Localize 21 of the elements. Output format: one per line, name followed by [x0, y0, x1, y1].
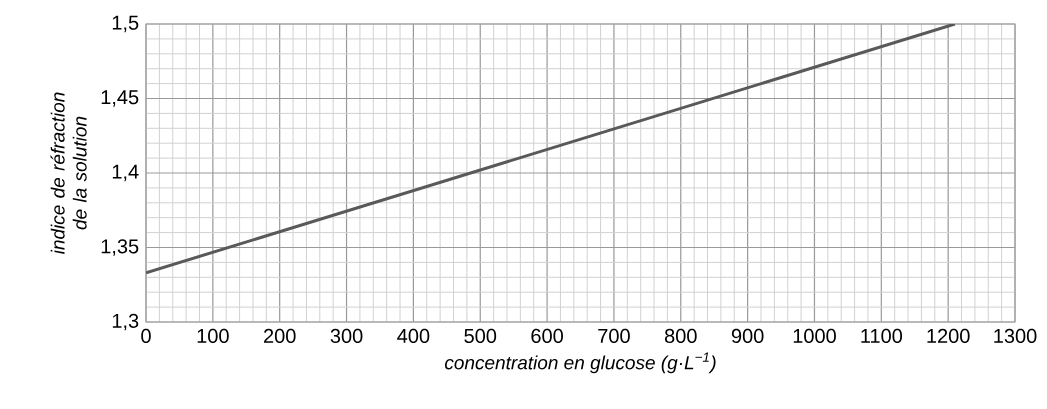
x-tick-label: 600 — [531, 328, 563, 344]
y-tick-label: 1,5 — [112, 15, 139, 33]
x-tick-label: 400 — [397, 328, 430, 344]
x-tick-label: 1200 — [927, 328, 970, 344]
x-tick-label: 0 — [141, 328, 151, 344]
y-tick-label: 1,45 — [101, 90, 139, 107]
x-tick-label: 1000 — [793, 328, 836, 344]
x-tick-label: 1300 — [994, 328, 1037, 344]
x-axis-title: concentration en glucose (g·L$^{−1}$) — [444, 352, 716, 374]
x-tick-label: 900 — [731, 328, 764, 344]
y-tick-label: 1,4 — [112, 164, 139, 182]
x-tick-label: 1100 — [861, 328, 903, 344]
x-tick-label: 700 — [598, 328, 630, 344]
x-tick-label: 500 — [464, 328, 497, 344]
y-tick-label: 1,3 — [112, 313, 139, 331]
x-tick-label: 300 — [330, 328, 363, 344]
y-axis-title: indice de réfraction de la solution — [50, 92, 87, 255]
x-tick-label: 800 — [664, 328, 697, 344]
x-tick-label: 200 — [264, 328, 296, 344]
y-tick-label: 1,35 — [101, 239, 139, 256]
x-tick-label: 100 — [197, 328, 229, 344]
